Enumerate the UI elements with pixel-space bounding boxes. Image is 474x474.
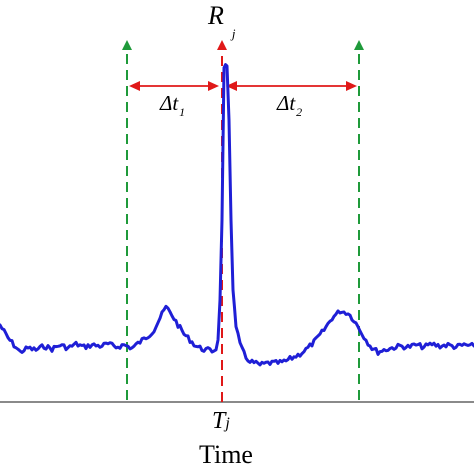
interval-2-arrowhead-left: [226, 81, 237, 91]
peak-time-tick-main: T: [212, 408, 227, 434]
interval-2-label: Δt2: [276, 91, 302, 119]
interval-2-label-main: Δt: [276, 91, 296, 115]
ecg-signal-trace: [0, 63, 474, 367]
interval-2-arrowhead-right: [346, 81, 357, 91]
left-window-arrowhead: [122, 40, 132, 50]
right-window-arrowhead: [354, 40, 364, 50]
peak-time-tick-sub: j: [223, 415, 230, 432]
peak-label-main: R: [207, 1, 224, 30]
peak-time-tick-label: Tj: [212, 408, 230, 434]
interval-1-label-main: Δt: [159, 91, 179, 115]
peak-label: Rj: [207, 1, 236, 41]
peak-marker-arrowhead: [217, 40, 227, 50]
interval-1-label: Δt1: [159, 91, 185, 119]
interval-1-arrowhead-left: [129, 81, 140, 91]
interval-2-label-sub: 2: [296, 105, 302, 119]
interval-1-arrowhead-right: [208, 81, 219, 91]
interval-1-label-sub: 1: [179, 105, 185, 119]
time-axis-label: Time: [199, 440, 253, 469]
peak-label-sub: j: [230, 26, 236, 41]
